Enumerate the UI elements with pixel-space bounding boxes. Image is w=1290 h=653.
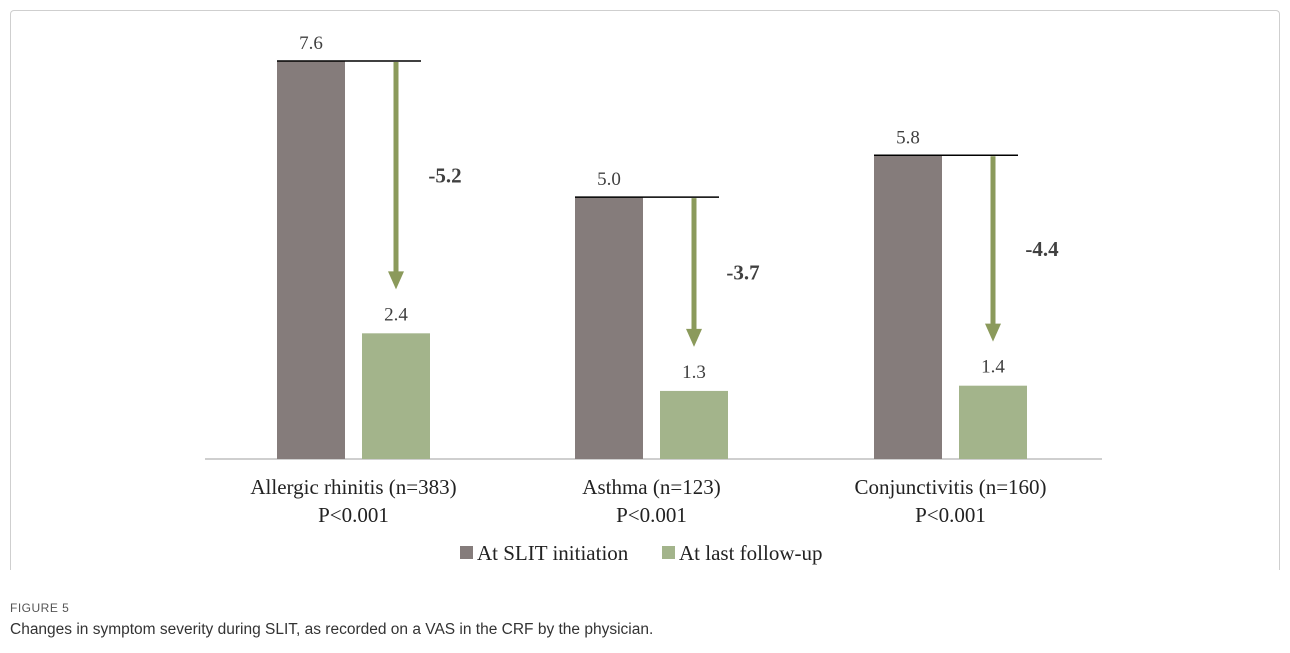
category-label: Allergic rhinitis (n=383) xyxy=(250,475,456,499)
value-label-follow-up: 2.4 xyxy=(384,304,408,325)
bar-initiation xyxy=(874,155,942,459)
change-arrow-head xyxy=(388,271,404,290)
value-label-initiation: 5.8 xyxy=(896,127,920,148)
p-value-label: P<0.001 xyxy=(616,503,687,527)
figure-label: FIGURE 5 xyxy=(10,601,70,615)
category-label: Conjunctivitis (n=160) xyxy=(854,475,1046,499)
value-label-initiation: 7.6 xyxy=(299,33,323,54)
p-value-label: P<0.001 xyxy=(318,503,389,527)
figure-frame xyxy=(10,10,1280,570)
p-value-label: P<0.001 xyxy=(915,503,986,527)
change-arrow-head xyxy=(686,328,702,347)
legend-label-follow-up: At last follow-up xyxy=(679,541,822,565)
legend-swatch-follow-up xyxy=(662,546,675,559)
legend-label-initiation: At SLIT initiation xyxy=(477,541,629,565)
value-label-initiation: 5.0 xyxy=(597,169,621,190)
change-label: -3.7 xyxy=(726,261,759,285)
chart: 7.6 2.4 -5.2 Allergic rhinitis (n=383) P<0.0… xyxy=(205,33,1102,565)
change-label: -4.4 xyxy=(1025,237,1059,261)
value-label-follow-up: 1.3 xyxy=(682,362,706,383)
bar-initiation xyxy=(277,61,345,459)
legend-swatch-initiation xyxy=(460,546,473,559)
bar-follow-up xyxy=(959,385,1027,459)
caption-area: FIGURE 5 Changes in symptom severity dur… xyxy=(10,601,1280,639)
change-label: -5.2 xyxy=(428,164,461,188)
bar-follow-up xyxy=(660,390,728,459)
value-label-follow-up: 1.4 xyxy=(981,357,1005,378)
bar-follow-up xyxy=(362,333,430,459)
bar-initiation xyxy=(575,197,643,459)
change-arrow-head xyxy=(985,323,1001,342)
figure-caption: Changes in symptom severity during SLIT,… xyxy=(10,621,654,638)
category-label: Asthma (n=123) xyxy=(582,475,720,499)
